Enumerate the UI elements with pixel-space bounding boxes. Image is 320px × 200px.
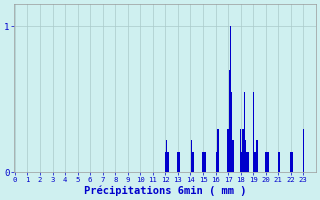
Bar [228,129,229,172]
Bar [231,92,232,172]
Bar [265,152,266,172]
Bar [254,152,255,172]
Bar [244,92,245,172]
Bar [165,152,166,172]
Bar [290,152,292,172]
Bar [229,70,230,172]
Bar [303,129,304,172]
Bar [179,152,180,172]
Bar [167,152,169,172]
Bar [246,152,247,172]
Bar [216,152,217,172]
Bar [230,26,231,172]
Bar [256,140,258,172]
Bar [232,140,234,172]
Bar [277,152,279,172]
Bar [241,152,243,172]
Bar [292,152,293,172]
Bar [240,129,241,172]
Bar [255,152,256,172]
Bar [266,152,268,172]
Bar [252,92,254,172]
Bar [166,140,167,172]
Bar [191,140,192,172]
X-axis label: Précipitations 6min ( mm ): Précipitations 6min ( mm ) [84,185,246,196]
Bar [268,152,269,172]
Bar [177,152,179,172]
Bar [245,140,246,172]
Bar [202,152,204,172]
Bar [192,152,194,172]
Bar [247,152,249,172]
Bar [204,152,205,172]
Bar [243,129,244,172]
Bar [217,129,219,172]
Bar [279,152,280,172]
Bar [205,152,206,172]
